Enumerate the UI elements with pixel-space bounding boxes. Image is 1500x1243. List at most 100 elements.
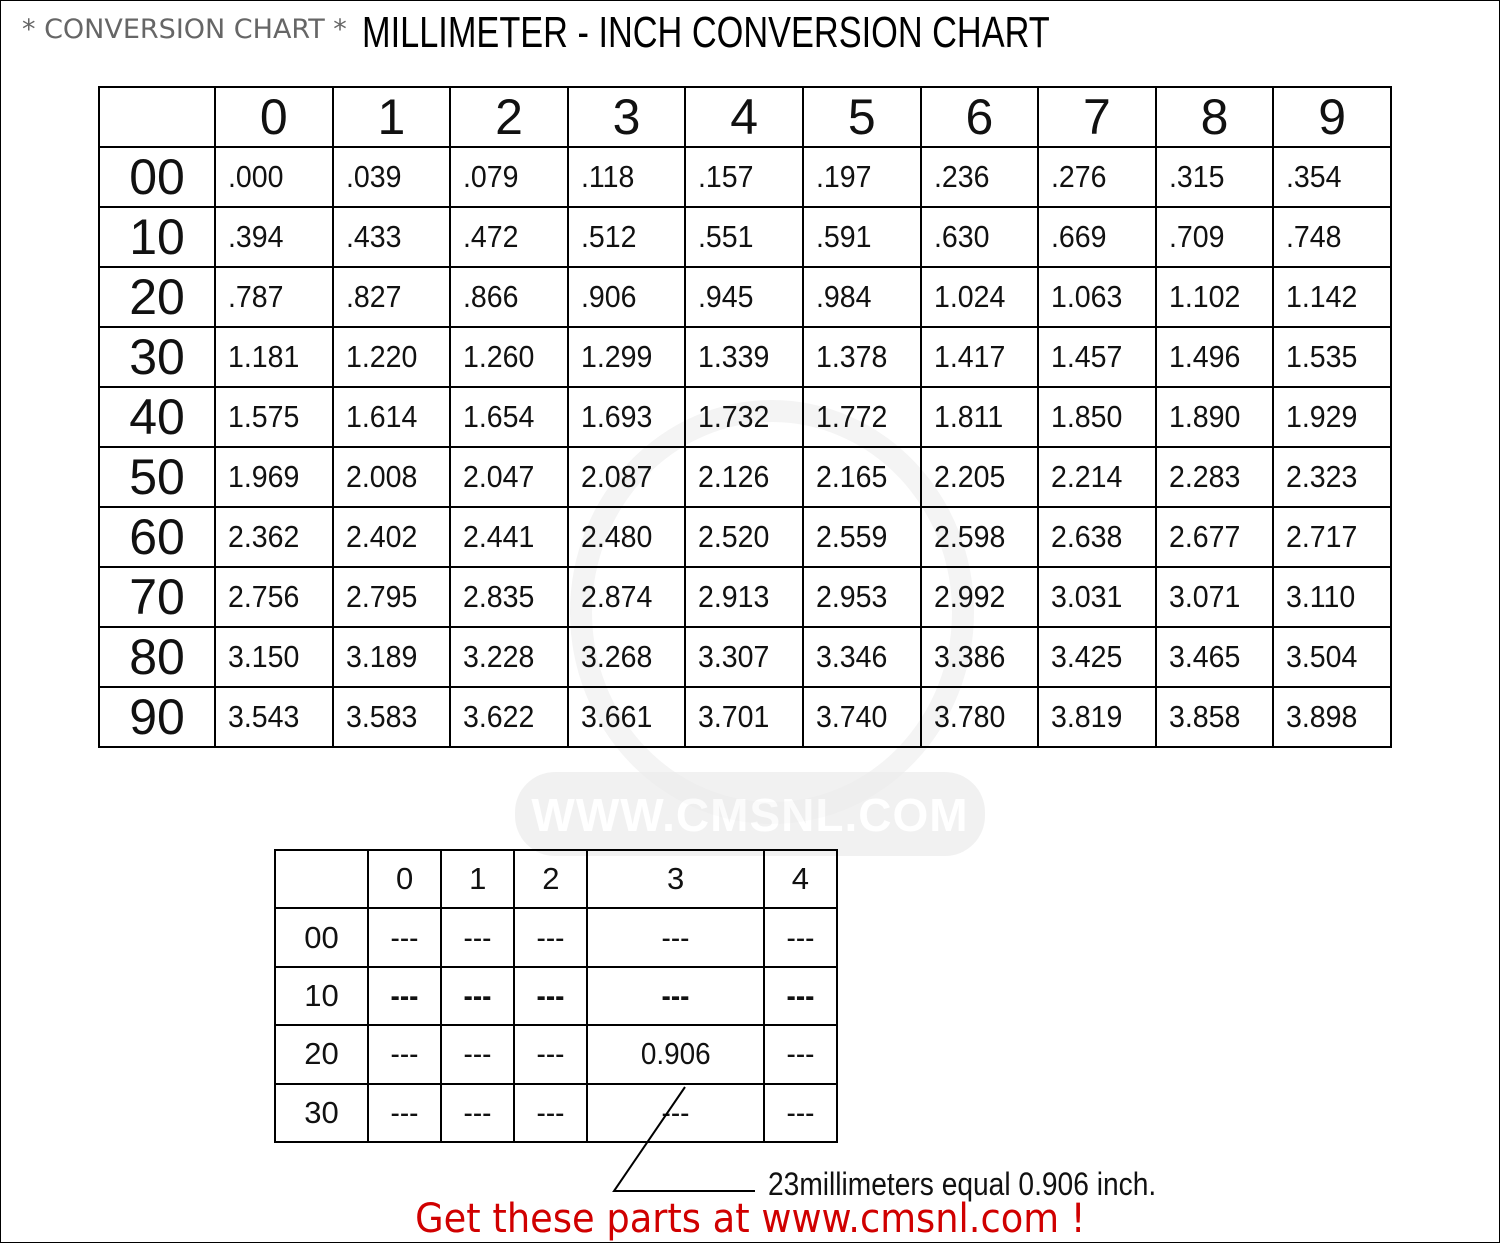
value-cell: ---	[513, 907, 589, 968]
row-label: 50	[98, 446, 216, 508]
cell-value: 1.811	[933, 399, 1003, 434]
value-cell: 0.906	[586, 1024, 765, 1085]
cell-value: 1.969	[228, 459, 300, 494]
value-cell: 1.063	[1037, 266, 1157, 328]
cell-value: 1.654	[463, 399, 535, 434]
table-row: 10 --- --- --- --- ---	[274, 965, 839, 1027]
value-cell: 2.992	[919, 566, 1040, 628]
cell-value: 3.661	[580, 699, 653, 734]
cell-value: ---	[463, 919, 492, 955]
cell-value: .079	[463, 159, 519, 194]
value-cell: 2.598	[919, 506, 1040, 568]
cell-value: .118	[580, 159, 635, 194]
cell-value: 1.102	[1168, 279, 1241, 314]
cell-value: 1.772	[815, 399, 888, 434]
cell-value: 2.992	[933, 579, 1005, 614]
example-note: 23millimeters equal 0.906 inch.	[768, 1166, 1157, 1202]
promo-link[interactable]: Get these parts at www.cmsnl.com !	[0, 1196, 1500, 1242]
value-cell: 3.780	[919, 686, 1040, 748]
cell-value: 3.740	[815, 699, 888, 734]
value-cell: 1.693	[566, 386, 687, 448]
value-cell: 2.126	[684, 446, 804, 508]
cell-value: ---	[536, 1036, 565, 1072]
cell-value: 3.110	[1286, 579, 1356, 614]
value-cell: 2.205	[919, 446, 1040, 508]
cell-value: 1.220	[345, 339, 417, 374]
cell-value: ---	[536, 1094, 565, 1130]
cell-value: 2.441	[463, 519, 535, 554]
value-cell: .157	[684, 146, 804, 208]
value-cell: 3.110	[1272, 566, 1392, 628]
value-cell: 3.386	[919, 626, 1040, 688]
row-label: 80	[98, 626, 216, 688]
cell-value: .551	[698, 219, 754, 254]
table-row: 80 3.150 3.189 3.228 3.268 3.307 3.346 3.386 3.4…	[98, 626, 1392, 688]
example-table: 0 1 2 3 4 00 --- --- --- --- --- 10 --- --- --- --- --- 2…	[274, 848, 839, 1144]
value-cell: .945	[684, 266, 804, 328]
row-label: 20	[274, 1024, 369, 1085]
row-label: 00	[98, 146, 216, 208]
row-label: 20	[98, 266, 216, 328]
cell-value: 2.402	[345, 519, 417, 554]
page-title: MILLIMETER - INCH CONVERSION CHART	[362, 8, 1050, 57]
conversion-table: 0 1 2 3 4 5 6 7 8 9 00.000.039.079.118.157.197.236…	[98, 86, 1392, 748]
cell-value: 1.063	[1051, 279, 1123, 314]
value-cell: .827	[331, 266, 452, 328]
row-label: 30	[98, 326, 216, 388]
table-row: 20 --- --- --- 0.906 ---	[274, 1024, 839, 1085]
value-cell: 3.307	[684, 626, 804, 688]
watermark: WWW.CMSNL.COM	[515, 772, 985, 856]
cell-value: 2.953	[815, 579, 888, 614]
column-header: 4	[684, 86, 804, 148]
cell-value: 3.858	[1168, 699, 1241, 734]
column-header: 7	[1037, 86, 1157, 148]
cell-value: .787	[228, 279, 284, 314]
cell-value: ---	[786, 977, 815, 1013]
value-cell: 2.520	[684, 506, 804, 568]
table-row: 10 .394 .433 .472 .512 .551 .591 .630 .669 .709 .7…	[98, 206, 1392, 268]
column-header: 6	[919, 86, 1040, 148]
cell-value: 3.504	[1286, 639, 1358, 674]
value-cell: 1.654	[449, 386, 569, 448]
cell-value: ---	[536, 977, 565, 1013]
column-header: 0	[366, 848, 443, 910]
corner-cell	[98, 86, 216, 148]
value-cell: ---	[586, 965, 765, 1027]
row-label: 60	[98, 506, 216, 568]
cell-value: 1.535	[1286, 339, 1358, 374]
cell-value: 2.047	[463, 459, 535, 494]
cell-value: 1.181	[228, 339, 300, 374]
value-cell: 2.717	[1272, 506, 1392, 568]
cell-value: 3.189	[345, 639, 417, 674]
column-header: 2	[513, 848, 589, 910]
cell-value: 2.520	[698, 519, 770, 554]
cell-value: 3.622	[463, 699, 535, 734]
cell-value: .236	[933, 159, 990, 194]
promo-text[interactable]: Get these parts at www.cmsnl.com !	[414, 1196, 1086, 1242]
value-cell: 1.457	[1037, 326, 1157, 388]
value-cell: .512	[566, 206, 687, 268]
cell-value: 2.126	[698, 459, 770, 494]
column-header: 0	[214, 86, 334, 148]
value-cell: 2.165	[801, 446, 922, 508]
cell-value: .748	[1286, 219, 1342, 254]
value-cell: 2.559	[801, 506, 922, 568]
cell-value: .906	[580, 279, 637, 314]
cell-value: 3.780	[933, 699, 1005, 734]
value-cell: 3.898	[1272, 686, 1392, 748]
cell-value: .591	[815, 219, 872, 254]
value-cell: 2.677	[1154, 506, 1275, 568]
cell-value: 2.165	[815, 459, 888, 494]
cell-value: 3.031	[1051, 579, 1123, 614]
table-row: 00 --- --- --- --- ---	[274, 907, 839, 968]
cell-value: 1.575	[228, 399, 300, 434]
cell-value: .394	[228, 219, 284, 254]
value-cell: 2.402	[331, 506, 452, 568]
value-cell: .630	[919, 206, 1040, 268]
value-cell: 3.543	[214, 686, 334, 748]
cell-value: .512	[580, 219, 637, 254]
value-cell: ---	[366, 907, 443, 968]
value-cell: 2.323	[1272, 446, 1392, 508]
value-cell: ---	[440, 1082, 516, 1144]
